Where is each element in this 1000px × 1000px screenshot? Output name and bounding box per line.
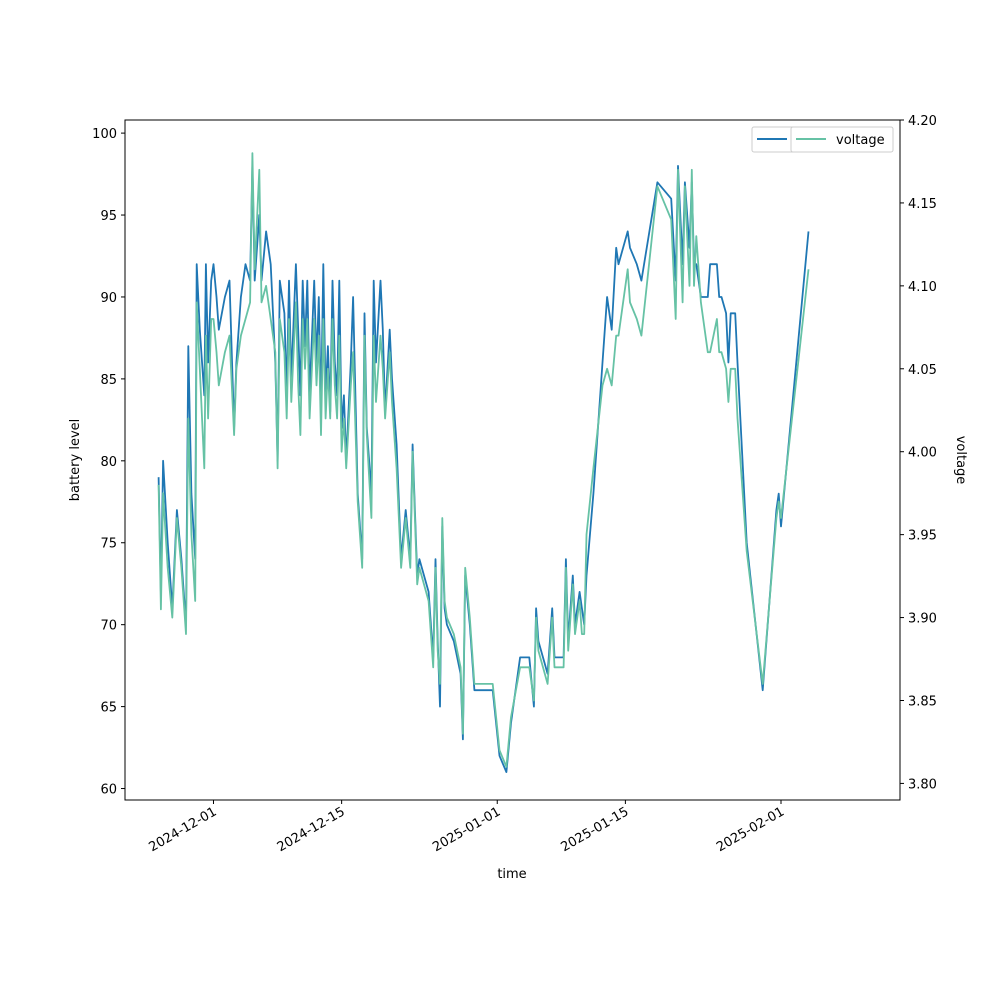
y-right-tick-label: 3.95 xyxy=(908,529,937,544)
plot-frame xyxy=(124,119,901,801)
y-axis-right-label: voltage xyxy=(953,436,968,485)
series-layer xyxy=(157,152,810,773)
x-axis-label: time xyxy=(497,867,526,882)
y-right-tick-label: 4.05 xyxy=(908,363,937,378)
legend-voltage-text: voltage xyxy=(836,133,885,148)
legend-voltage: voltage xyxy=(790,126,894,153)
y-left-tick-label: 85 xyxy=(100,373,117,388)
legend-voltage-frame xyxy=(790,126,894,153)
y-right-tick-label: 3.80 xyxy=(908,777,937,792)
y-left-tick-label: 95 xyxy=(100,209,117,224)
y-axis-right: 3.80 3.85 3.90 3.95 4.00 4.05 4.10 4.15 4.20 xyxy=(900,114,937,792)
y-left-tick-label: 60 xyxy=(100,783,117,798)
y-right-tick-label: 4.00 xyxy=(908,446,937,461)
y-right-tick-label: 4.15 xyxy=(908,197,937,212)
y-right-tick-label: 3.85 xyxy=(908,694,937,709)
y-left-tick-label: 90 xyxy=(100,291,117,306)
y-left-tick-label: 70 xyxy=(100,619,117,634)
y-left-tick-label: 100 xyxy=(92,127,117,142)
y-right-tick-label: 3.90 xyxy=(908,612,937,627)
y-axis-left-label: battery level xyxy=(68,419,83,502)
y-left-tick-label: 80 xyxy=(100,455,117,470)
y-right-tick-label: 4.10 xyxy=(908,280,937,295)
y-right-tick-label: 4.20 xyxy=(908,114,937,129)
series-line-voltage xyxy=(157,152,810,768)
y-left-tick-label: 75 xyxy=(100,537,117,552)
y-left-tick-label: 65 xyxy=(100,701,117,716)
y-axis-left: 60 65 70 75 80 85 90 95 100 xyxy=(92,127,125,798)
